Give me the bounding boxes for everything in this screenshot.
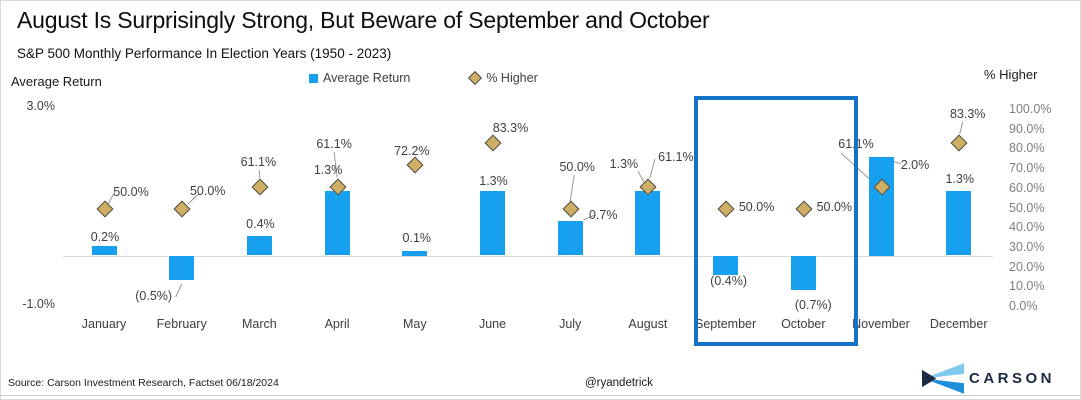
chart-title: August Is Surprisingly Strong, But Bewar… [17,7,710,33]
pct-higher-label-february: 50.0% [189,184,226,198]
left-axis-tick: -1.0% [22,297,55,311]
pct-higher-label-july: 50.0% [559,160,595,174]
month-label-january: January [81,317,127,331]
legend-label-pct-higher: % Higher [486,71,538,85]
chart-subtitle: S&P 500 Monthly Performance In Election … [17,46,392,61]
bar-value-label-june: 1.3% [479,174,508,188]
bar-value-label-may: 0.1% [402,231,432,245]
right-axis-tick: 100.0% [1009,102,1052,116]
diamond-march [251,178,269,196]
bar-value-label-november: 2.0% [900,158,930,172]
month-label-december: December [929,317,988,331]
bar-march [246,235,272,256]
month-label-july: July [559,317,582,331]
sep-oct-highlight-box [694,96,858,346]
bar-december [946,191,972,256]
bar-value-label-july: 0.7% [588,208,618,222]
month-label-april: April [324,317,350,331]
pct-higher-label-august: 61.1% [658,150,694,164]
diamond-may [406,156,424,174]
pct-higher-label-may: 72.2% [394,144,430,158]
pct-higher-label-april: 61.1% [316,137,352,151]
bar-value-label-march: 0.4% [246,217,275,231]
source-text: Source: Carson Investment Research, Fact… [8,377,279,389]
month-label-march: March [242,317,277,331]
bar-value-label-december: 1.3% [945,172,974,186]
bar-february [169,255,195,281]
carson-logo-text: CARSON [969,370,1056,387]
bar-series-marker-icon [309,73,318,83]
right-axis-tick: 70.0% [1009,161,1045,176]
bar-value-label-april: 1.3% [313,163,343,177]
diamond-june [484,134,502,152]
pct-higher-label-october: 50.0% [816,200,853,214]
diamond-december [950,134,968,152]
bar-november [868,156,894,256]
bar-value-label-january: 0.2% [90,230,120,244]
right-axis-tick: 50.0% [1009,200,1045,215]
month-label-september: September [695,317,757,331]
zero-gridline [63,256,993,257]
pct-higher-label-december: 83.3% [949,107,986,121]
right-axis-tick: 90.0% [1009,121,1045,136]
bar-value-label-february: (0.5%) [135,289,173,303]
pct-higher-label-march: 61.1% [240,155,277,169]
month-label-october: October [781,317,826,331]
legend-item-average-return: Average Return [309,71,410,85]
pct-higher-label-june: 83.3% [492,121,529,135]
pct-higher-label-september: 50.0% [738,200,775,214]
right-axis-tick: 0.0% [1009,299,1038,313]
bar-june [480,191,505,256]
legend: Average Return % Higher [309,70,538,86]
bar-october [790,255,816,291]
right-axis-tick: 20.0% [1009,259,1045,274]
month-label-november: November [852,317,910,331]
bar-january [91,245,117,256]
right-axis-tick: 80.0% [1009,141,1045,156]
bar-value-label-october: (0.7%) [794,298,832,312]
left-axis-tick: 3.0% [26,99,56,113]
carson-logo: CARSON [922,363,1055,394]
left-axis-title: Average Return [11,74,102,89]
bar-april [324,191,350,256]
bar-september [713,255,739,276]
pct-higher-label-january: 50.0% [113,185,149,199]
right-axis-tick: 10.0% [1009,279,1045,294]
legend-label-average-return: Average Return [323,71,411,85]
month-label-august: August [628,317,668,331]
right-axis-tick: 30.0% [1009,239,1045,254]
bar-value-label-september: (0.4%) [710,274,747,288]
diamond-february [173,200,191,218]
bottom-divider [1,395,1080,396]
right-axis-tick: 60.0% [1009,180,1045,195]
month-label-may: May [402,317,427,331]
legend-item-pct-higher: % Higher [468,70,538,86]
carson-logo-icon [922,363,964,394]
month-label-june: June [478,317,507,331]
bar-may [402,250,428,256]
bar-july [557,220,583,256]
month-label-february: February [156,317,207,331]
author-handle: @ryandetrick [585,377,653,389]
right-axis-tick: 40.0% [1009,220,1045,235]
diamond-january [96,200,113,218]
right-axis-title: % Higher [984,67,1038,82]
bar-value-label-august: 1.3% [609,157,639,171]
bar-august [635,191,661,256]
